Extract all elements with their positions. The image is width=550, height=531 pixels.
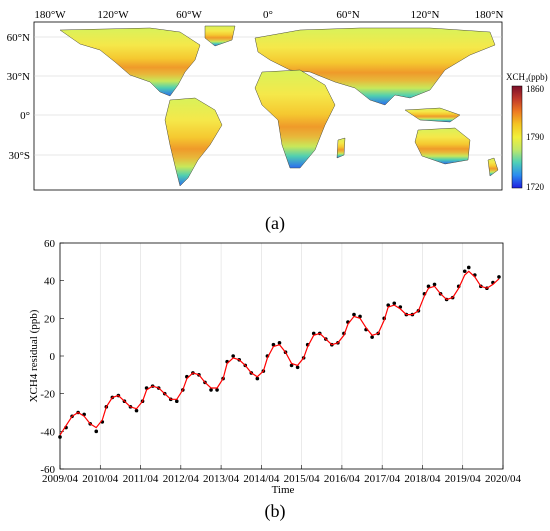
new-zealand-land [487,157,499,177]
panel-b-label: (b) [265,501,286,522]
data-point [295,365,300,370]
data-point [358,314,362,319]
lat-tick: 0° [20,110,30,122]
data-point [255,376,260,381]
se-asia-islands-land [404,107,461,123]
x-tick-label: 2017/04 [364,473,401,485]
y-tick-label: -60 [40,464,55,476]
data-point [386,303,391,307]
y-tick-label: -20 [40,389,55,401]
panel-a-label: (a) [265,213,285,234]
lon-tick: 60°W [176,9,202,21]
data-marks [58,265,501,439]
data-point [209,388,213,392]
x-tick-label: 2018/04 [404,473,441,485]
y-tick-label: 40 [44,276,56,288]
y-tick-label: -40 [40,426,55,438]
y-tick-label: 60 [44,238,56,250]
x-tick-label: 2009/04 [42,473,79,485]
y-axis-label: XCH4 residual (ppb) [28,309,40,402]
data-point [432,282,437,287]
data-point [462,269,467,274]
data-point [174,399,179,404]
lon-tick: 0° [263,9,273,21]
y-tick-label: 0 [50,351,56,363]
lon-tick: 60°N [336,9,359,21]
north-america-land [59,27,201,97]
map-lon-ticks: 180°W 120°W 60°W 0° 60°N 120°N 180°N [34,9,503,21]
data-point [289,363,294,368]
australia-land [414,127,471,165]
data-point [134,408,139,413]
data-point [271,342,276,347]
data-point [370,335,374,339]
fit-line [59,270,500,436]
map-panel: 180°W 120°W 60°W 0° 60°N 120°N 180°N 60°… [7,9,548,234]
x-tick-label: 2013/04 [203,473,240,485]
colorbar-tick: 1720 [526,182,545,192]
data-point [311,331,316,336]
x-tick-label: 2016/04 [324,473,361,485]
lon-tick: 180°W [34,9,66,21]
madagascar-land [336,137,346,159]
data-point [466,265,471,270]
map-lat-ticks: 60°N 30°N 0° 30°S [7,32,30,162]
colorbar-title: XCH₄(ppb) [506,72,548,82]
greenland-land [204,25,236,47]
data-point [94,429,99,434]
data-point [58,435,62,439]
colorbar: XCH₄(ppb) 1860 1790 1720 [506,72,548,192]
lon-tick: 120°W [97,9,129,21]
south-america-land [164,97,223,187]
lat-tick: 30°N [7,71,30,83]
x-tick-label: 2014/04 [243,473,280,485]
land-masses [59,25,499,187]
data-point [277,341,282,345]
data-point [352,312,356,317]
africa-land [254,69,336,169]
x-tick-label: 2015/04 [284,473,321,485]
lat-tick: 60°N [7,32,30,44]
lat-tick: 30°S [8,150,30,162]
colorbar-bar [511,85,523,189]
lon-tick: 180°N [475,9,504,21]
x-gridlines [59,243,504,469]
plot-frame [59,242,504,470]
colorbar-tick: 1860 [526,84,545,94]
colorbar-tick: 1790 [526,132,545,142]
y-tick-label: 20 [44,313,56,325]
data-point [231,354,235,358]
x-axis-label: Time [272,484,295,496]
data-point [392,301,397,306]
x-tick-label: 2012/04 [163,473,200,485]
data-point [426,284,431,289]
x-tick-label: 2010/04 [82,473,119,485]
y-axis-ticks: 60 40 20 0 -20 -40 -60 [40,238,64,476]
x-axis-ticks: 2009/04 2010/04 2011/04 2012/04 2013/04 2014/… [42,465,522,485]
data-point [215,388,219,392]
data-point [497,275,501,279]
x-tick-label: 2019/04 [445,473,482,485]
x-tick-label: 2011/04 [123,473,159,485]
x-tick-label: 2020/04 [485,473,522,485]
lon-tick: 120°N [411,9,440,21]
